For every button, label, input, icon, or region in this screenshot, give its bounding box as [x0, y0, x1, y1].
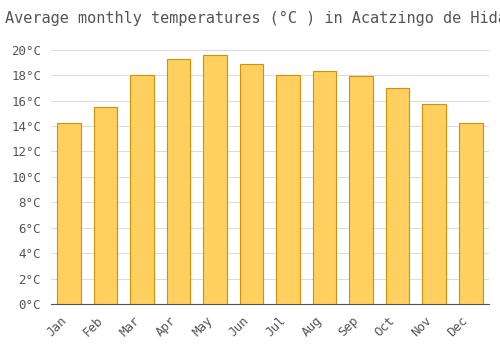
Bar	[422, 104, 446, 304]
Bar	[203, 55, 227, 304]
Bar	[130, 75, 154, 304]
Bar	[422, 104, 446, 304]
Bar	[350, 76, 373, 304]
Bar	[203, 55, 227, 304]
Bar	[130, 75, 154, 304]
Bar	[459, 124, 482, 304]
Bar	[386, 88, 409, 304]
Bar	[240, 64, 264, 304]
Bar	[166, 59, 190, 304]
Bar	[166, 59, 190, 304]
Bar	[57, 124, 81, 304]
Bar	[350, 76, 373, 304]
Bar	[276, 75, 300, 304]
Bar	[313, 71, 336, 304]
Bar	[313, 71, 336, 304]
Bar	[459, 124, 482, 304]
Bar	[94, 107, 118, 304]
Bar	[276, 75, 300, 304]
Bar	[94, 107, 118, 304]
Bar	[57, 124, 81, 304]
Bar	[386, 88, 409, 304]
Title: Average monthly temperatures (°C ) in Acatzingo de Hidalgo: Average monthly temperatures (°C ) in Ac…	[5, 11, 500, 26]
Bar	[240, 64, 264, 304]
